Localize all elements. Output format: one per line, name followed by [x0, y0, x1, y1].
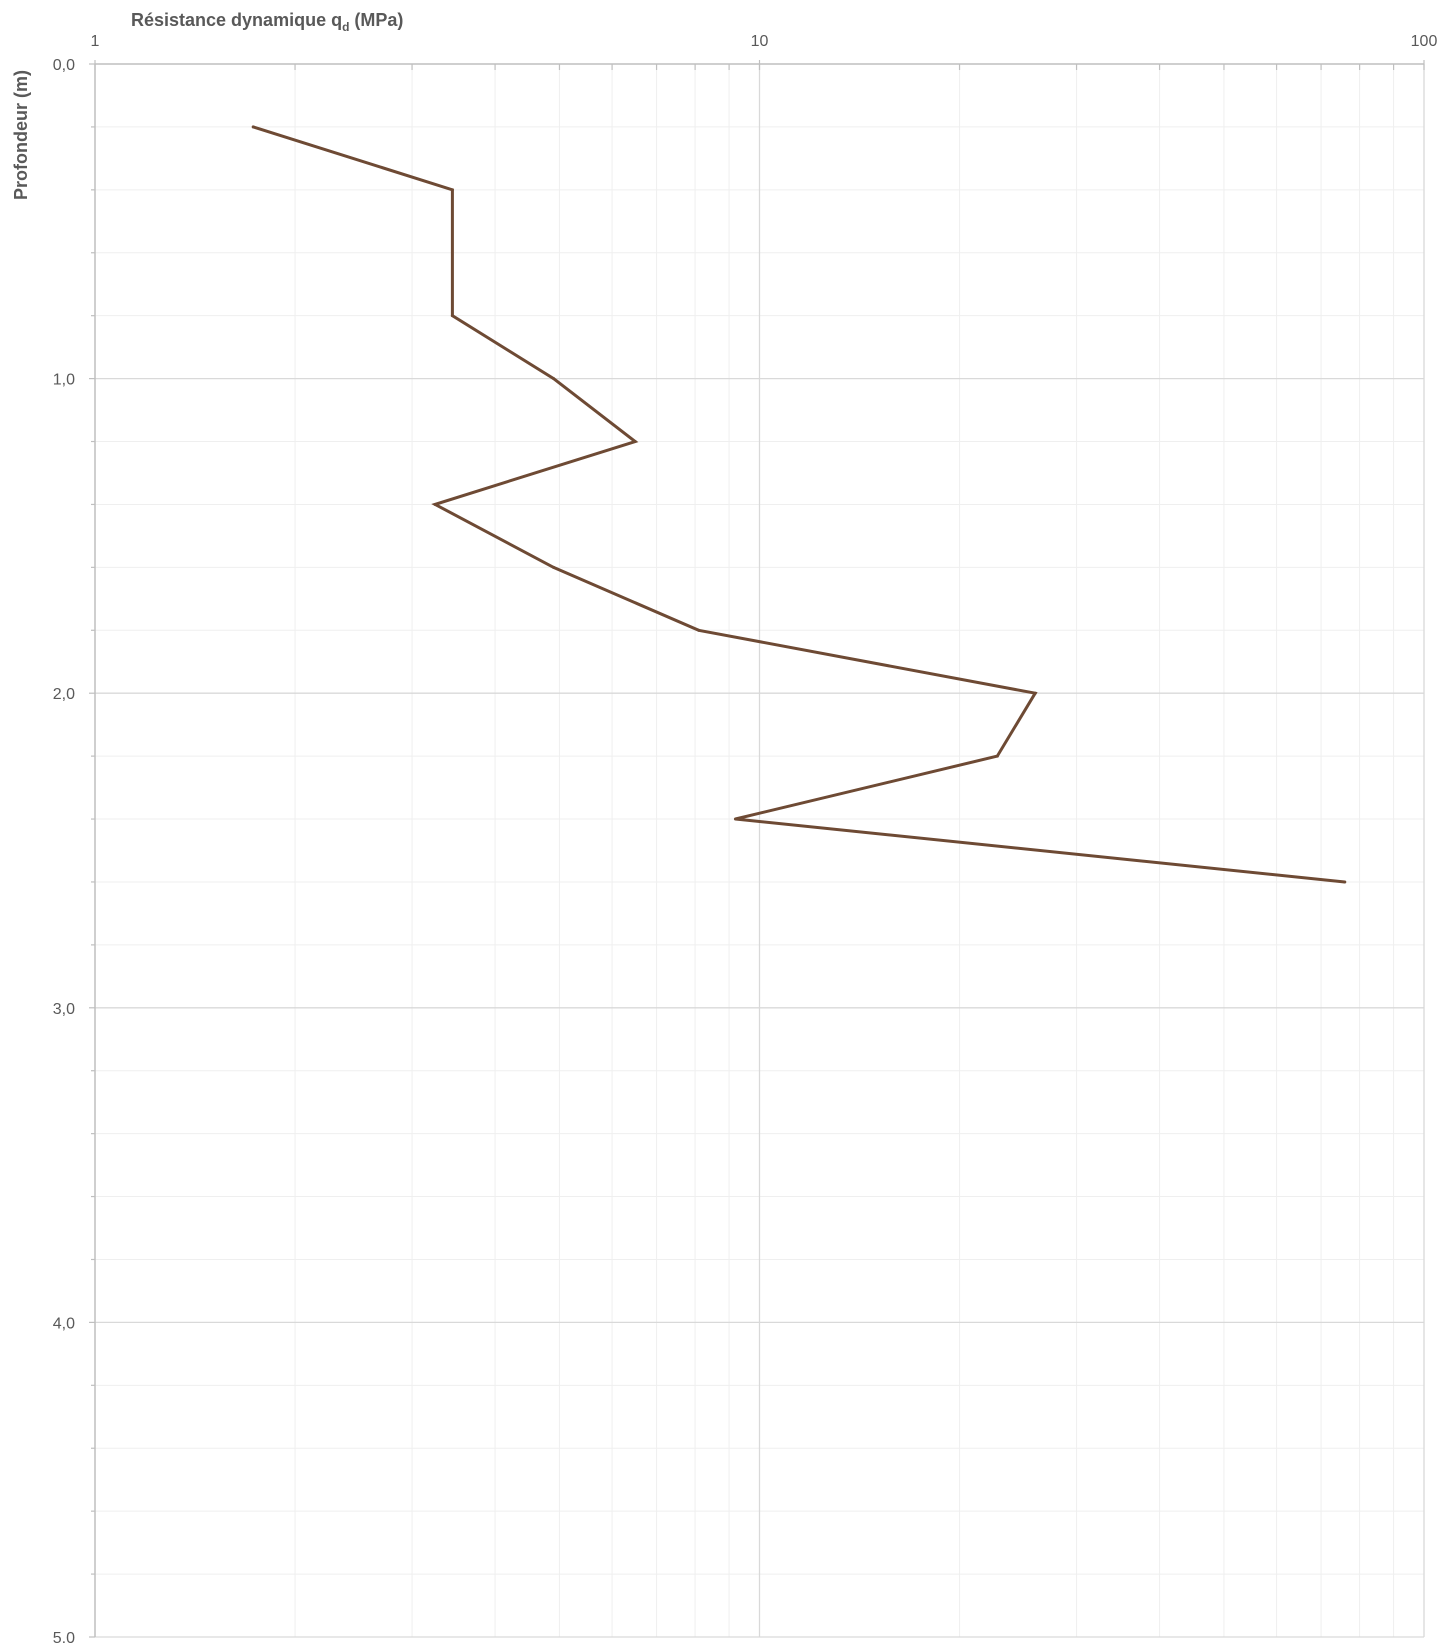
y-tick-label: 1,0 [53, 372, 75, 389]
data-point [733, 817, 737, 821]
data-point [450, 314, 454, 318]
x-axis-title: Résistance dynamique qd (MPa) [131, 10, 403, 34]
x-axis-title-suffix: (MPa) [349, 10, 403, 30]
data-point [552, 377, 556, 381]
data-point [251, 125, 255, 129]
major-gridlines [95, 64, 1425, 1638]
y-tick-label: 2,0 [53, 686, 75, 703]
y-tick-label: 0,0 [53, 57, 75, 74]
x-tick-labels: 1 10 100 [91, 33, 1438, 50]
resistance-profile-line [252, 125, 1345, 884]
data-point [633, 440, 637, 444]
series [251, 125, 1347, 884]
data-point [1033, 691, 1037, 695]
data-point [552, 565, 556, 569]
x-tick-label: 1 [91, 33, 100, 50]
x-tick-label: 10 [751, 33, 769, 50]
data-point [450, 188, 454, 192]
data-point [1343, 880, 1347, 884]
y-tick-label: 5,0 [53, 1630, 75, 1643]
data-point [697, 628, 701, 632]
y-tick-labels: 0,0 1,0 2,0 3,0 4,0 5,0 [53, 57, 75, 1643]
axes [89, 60, 1425, 1638]
x-axis-title-main: Résistance dynamique q [131, 10, 342, 30]
y-tick-label: 4,0 [53, 1315, 75, 1332]
data-point [433, 502, 437, 506]
x-tick-label: 100 [1411, 33, 1438, 50]
y-tick-label: 3,0 [53, 1001, 75, 1018]
data-point [995, 754, 999, 758]
x-axis-title-subscript: d [342, 20, 349, 34]
y-axis-title: Profondeur (m) [11, 70, 31, 200]
